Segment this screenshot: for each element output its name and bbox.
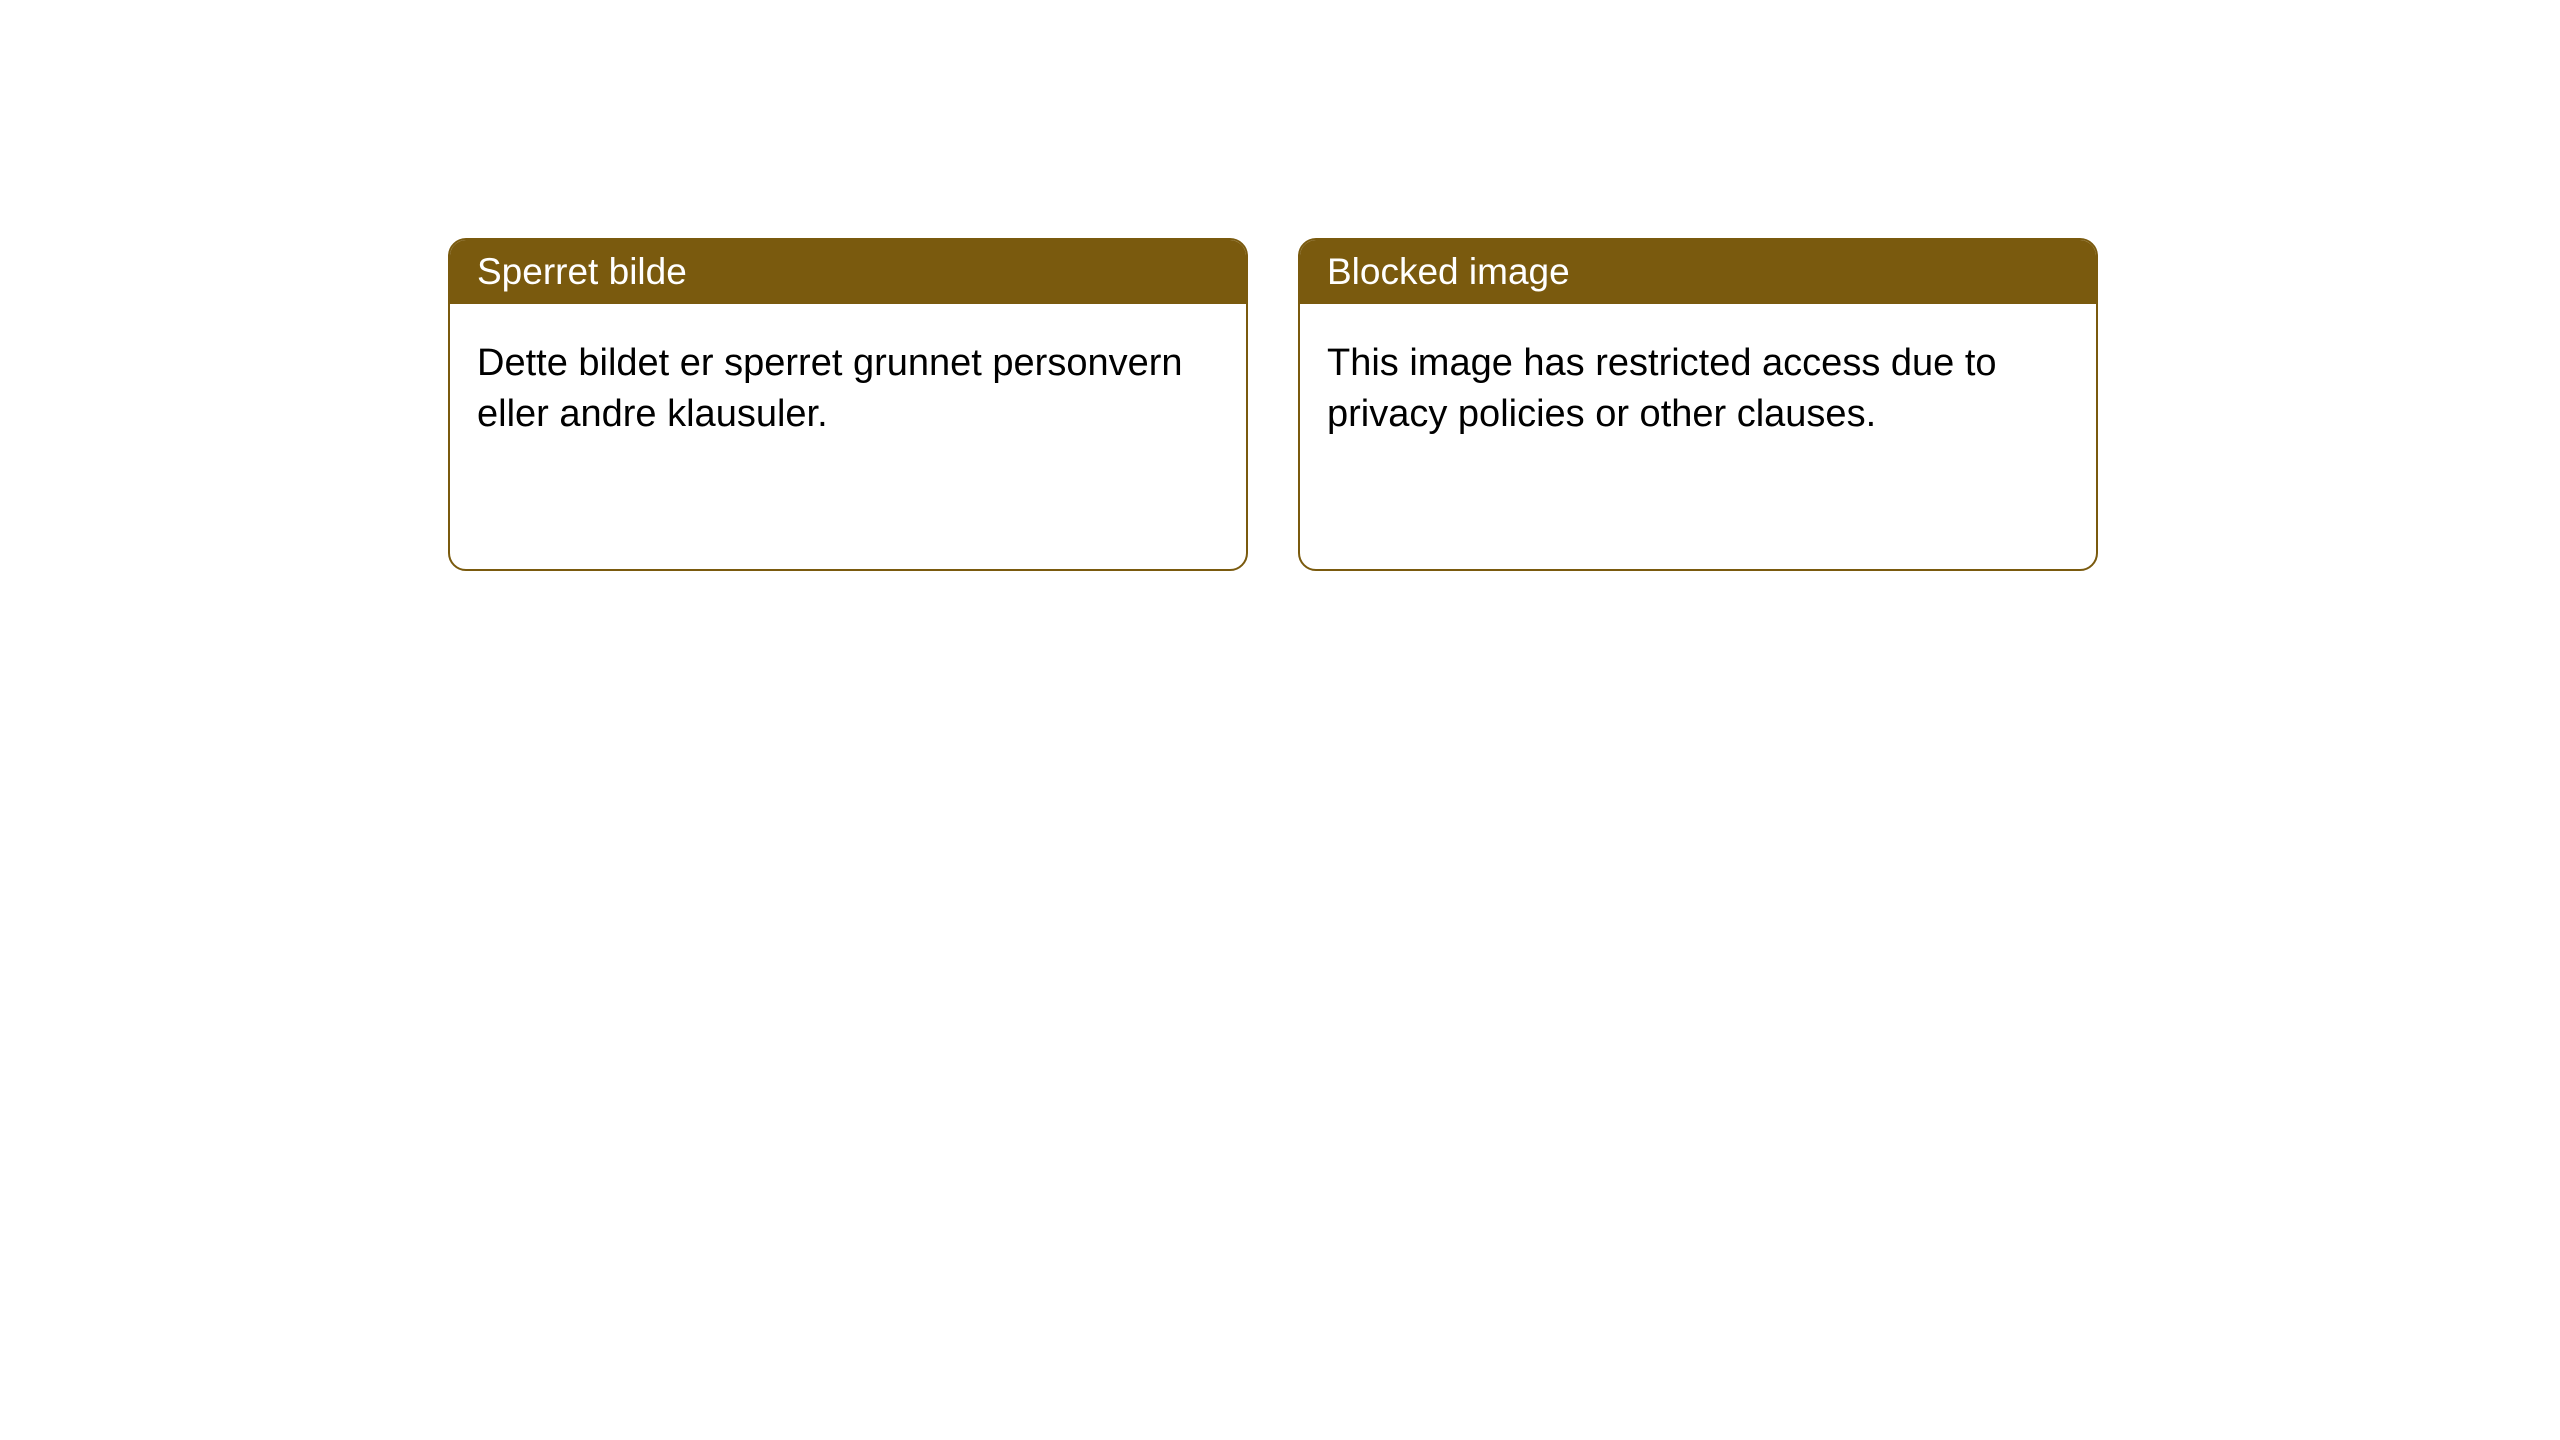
notice-text-no: Dette bildet er sperret grunnet personve… [477,342,1183,435]
notice-title-no: Sperret bilde [477,251,687,292]
notice-header-no: Sperret bilde [450,240,1246,304]
notice-body-no: Dette bildet er sperret grunnet personve… [450,304,1246,461]
notice-text-en: This image has restricted access due to … [1327,342,1997,435]
notice-header-en: Blocked image [1300,240,2096,304]
notice-body-en: This image has restricted access due to … [1300,304,2096,461]
notice-card-en: Blocked image This image has restricted … [1298,238,2098,571]
notice-card-no: Sperret bilde Dette bildet er sperret gr… [448,238,1248,571]
notice-container: Sperret bilde Dette bildet er sperret gr… [0,0,2560,571]
notice-title-en: Blocked image [1327,251,1570,292]
